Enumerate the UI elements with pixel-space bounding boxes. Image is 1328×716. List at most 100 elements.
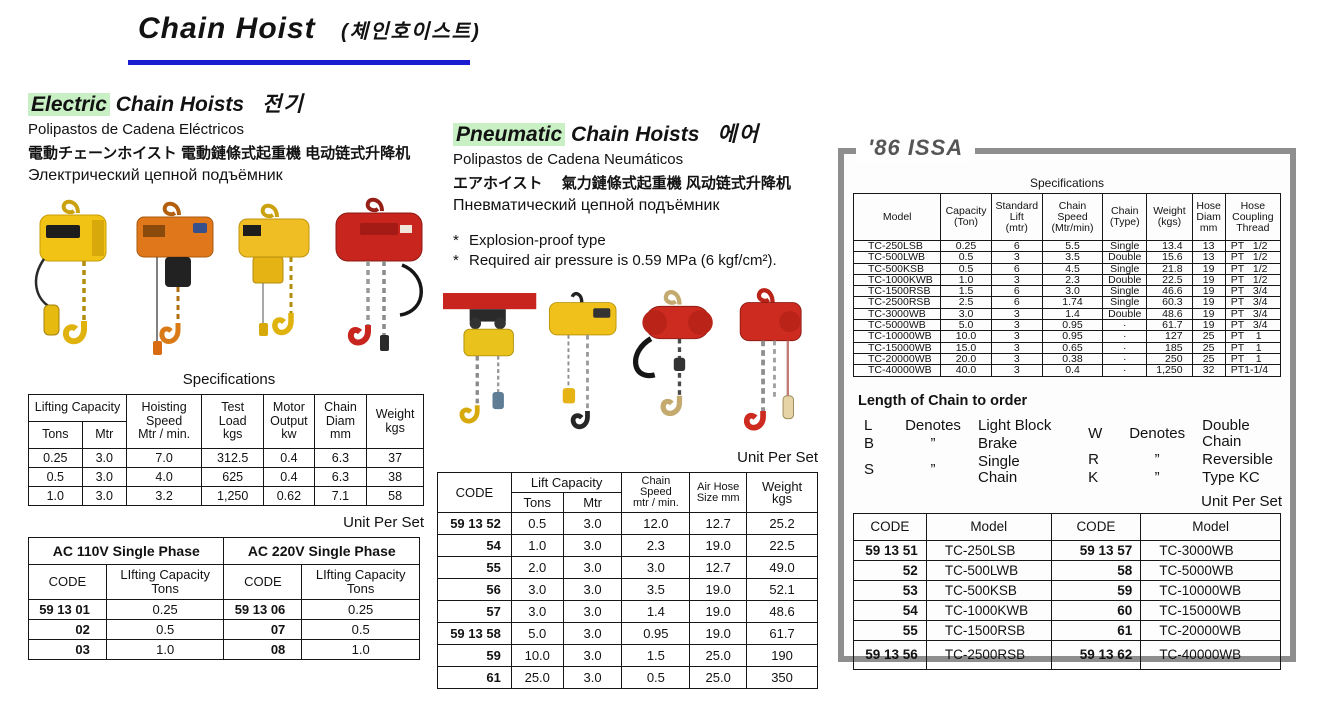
table-row: K ” Type KC	[1086, 469, 1290, 487]
table-cell: 3	[990, 307, 1043, 321]
table-cell: TC-500LWB	[925, 559, 1052, 581]
table-cell: 19	[1191, 307, 1226, 321]
table-row: 0.5 3.0 4.0 625 0.4 6.3 38	[28, 467, 424, 487]
column-header-lifting-capacity: Lifting Capacity	[28, 394, 127, 422]
table-cell: 0.38	[1041, 352, 1104, 366]
table-row: 1.0 3.0 3.2 1,250 0.62 7.1 58	[28, 486, 424, 506]
table-cell: 3.5	[1041, 251, 1104, 264]
table-cell: 1.0	[105, 639, 225, 660]
table-cell: 13	[1191, 239, 1226, 253]
page-title-text: Chain Hoist	[138, 12, 316, 45]
table-cell: 12.0	[621, 512, 691, 535]
table-cell: 0.4	[263, 448, 315, 468]
table-row: TC-1000KWB 1.0 3 2.3 Double 22.5 19 PT 1/2	[852, 273, 1282, 287]
table-cell: 0.95	[1041, 319, 1104, 332]
table-cell: TC-20000WB	[1140, 619, 1281, 641]
issa-spec-title: Specifications	[1029, 176, 1105, 190]
table-cell: 07	[223, 619, 303, 640]
table-cell: 19	[1191, 296, 1226, 309]
column-header-weight: Weight (kgs)	[1146, 193, 1193, 241]
table-cell: 2.3	[1041, 273, 1104, 287]
pneumatic-unit-per-set: Unit Per Set	[737, 449, 818, 466]
table-cell: 37	[366, 448, 424, 468]
column-header-capacity: Capacity (Ton)	[940, 193, 992, 241]
table-cell: 0.5	[28, 467, 83, 487]
table-cell: 19.0	[689, 600, 748, 623]
table-cell: 19	[1191, 262, 1226, 275]
table-row: TC-500KSB 0.5 6 4.5 Single 21.8 19 PT 1/2	[852, 262, 1282, 275]
table-cell: TC-250LSB	[925, 539, 1052, 561]
table-row: TC-10000WB 10.0 3 0.95 · 127 25 PT 1	[852, 330, 1282, 343]
table-cell: Denotes	[1129, 424, 1186, 442]
table-cell: ”	[1154, 450, 1160, 468]
table-cell: 61.7	[1146, 319, 1193, 332]
table-cell: 55	[437, 556, 512, 579]
table-row: 55 2.0 3.0 3.0 12.7 49.0	[437, 556, 818, 579]
pneumatic-note-2: * Required air pressure is 0.59 MPa (6 kg…	[453, 252, 822, 269]
electric-hoist-photo-3	[238, 203, 310, 336]
pneumatic-hoist-photo-3	[632, 290, 713, 416]
table-cell: Single	[1102, 262, 1148, 275]
table-cell: TC-1500RSB	[925, 619, 1052, 641]
table-cell: ·	[1102, 319, 1148, 332]
table-cell: ”	[1154, 468, 1160, 486]
table-row: R ” Reversible	[1086, 451, 1290, 469]
column-header-chain-speed: Chain Speed (Mtr/min)	[1041, 193, 1104, 241]
table-cell: 3.0	[562, 622, 623, 645]
table-cell: 49.0	[746, 556, 818, 579]
table-cell: Light Block	[978, 416, 1052, 434]
table-cell: 0.95	[1041, 330, 1104, 343]
electric-unit-per-set: Unit Per Set	[343, 514, 424, 531]
chain-code-legend-right: W Denotes Double Chain R ” Reversible K ” Type K…	[1086, 417, 1290, 487]
table-row: 54 1.0 3.0 2.3 19.0 22.5	[437, 534, 818, 557]
column-header-hose-coupling: Hose Coupling Thread	[1224, 193, 1282, 241]
table-row: 57 3.0 3.0 1.4 19.0 48.6	[437, 600, 818, 623]
table-cell: 61	[437, 666, 512, 689]
issa-code-model-table: CODE Model CODE Model 59 13 51 TC-250LSB 5…	[853, 512, 1281, 670]
table-cell: 3	[990, 273, 1043, 287]
table-cell: 0.95	[621, 622, 691, 645]
table-cell: 2.0	[510, 556, 564, 579]
table-cell: 0.65	[1041, 341, 1104, 354]
pneumatic-spec-table-group-2: 59 13 58 5.0 3.0 0.95 19.0 61.7 59 10.0 3.0 1.5 25…	[437, 622, 818, 689]
table-row: 59 10.0 3.0 1.5 25.0 190	[437, 644, 818, 667]
table-cell: 25.0	[510, 666, 564, 689]
table-cell: TC-15000WB	[852, 341, 942, 354]
table-cell: 25.2	[746, 512, 818, 535]
table-cell: Single	[1102, 239, 1148, 253]
table-cell: 25.0	[689, 644, 748, 667]
table-cell: 59 13 57	[1050, 539, 1142, 561]
table-cell: 25	[1191, 352, 1226, 366]
table-cell: 3.0	[562, 578, 623, 601]
table-cell: 3	[990, 251, 1043, 264]
pneumatic-hoist-photos	[437, 281, 822, 463]
table-row: TC-1500RSB 1.5 6 3.0 Single 46.6 19 PT 3/4	[852, 285, 1282, 298]
electric-hoist-photo-4	[335, 197, 423, 351]
column-header-test-load: Test Load kgs	[201, 394, 265, 449]
column-header-ac110: AC 110V Single Phase	[27, 537, 225, 565]
table-cell: 0.5	[105, 619, 225, 640]
pneumatic-heading-highlight: Pneumatic	[453, 123, 566, 146]
table-cell: 12.7	[689, 556, 748, 579]
table-cell: TC-1000KWB	[852, 273, 942, 287]
table-cell: 6	[990, 262, 1043, 275]
table-cell: 2.3	[621, 534, 691, 557]
table-cell: Single Chain	[978, 452, 1020, 486]
column-header-weight: Weight kgs	[746, 472, 818, 513]
table-cell: 3	[990, 330, 1043, 343]
table-cell: PT 1/2	[1224, 239, 1282, 253]
chain-order-title: Length of Chain to order	[858, 392, 1028, 409]
table-cell: Type KC	[1202, 468, 1260, 486]
table-cell: 32	[1191, 364, 1226, 377]
table-cell: 6.3	[313, 448, 368, 468]
electric-hoist-photo-1	[34, 199, 107, 345]
electric-voltage-code-table-body: 59 13 01 0.25 59 13 06 0.25 02 0.5 07 0.5 03 1.0 0…	[28, 599, 420, 660]
table-row: B ” Brake	[862, 435, 1060, 453]
table-row: 59 13 01 0.25 59 13 06 0.25	[28, 599, 420, 620]
table-cell: 0.25	[28, 448, 83, 468]
column-header-chain-diam: Chain Diam mm	[313, 394, 368, 449]
table-cell: PT 3/4	[1224, 296, 1282, 309]
table-cell: 5.5	[1041, 239, 1104, 253]
table-cell: 19.0	[689, 578, 748, 601]
table-row: W Denotes Double Chain	[1086, 417, 1290, 451]
